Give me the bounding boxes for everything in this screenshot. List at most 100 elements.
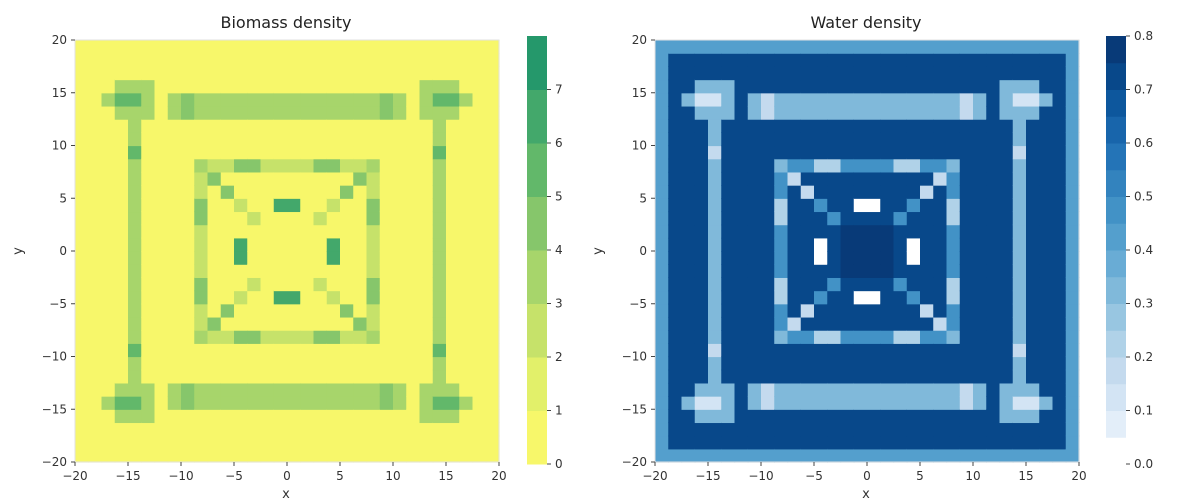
heatmap-cell: [880, 53, 895, 67]
heatmap-cell: [101, 422, 116, 437]
heatmap-cell: [1026, 119, 1040, 133]
heatmap-cell: [694, 303, 709, 318]
heatmap-cell: [406, 171, 421, 186]
heatmap-cell: [800, 356, 815, 371]
heatmap-cell: [154, 92, 169, 107]
heatmap-cell: [734, 251, 749, 265]
heatmap-cell: [840, 316, 855, 331]
heatmap-cell: [260, 330, 275, 344]
heatmap-cell: [959, 448, 974, 463]
heatmap-cell: [761, 448, 775, 463]
heatmap-cell: [88, 53, 103, 67]
heatmap-cell: [681, 277, 696, 292]
heatmap-cell: [721, 251, 736, 265]
heatmap-cell: [708, 251, 722, 265]
heatmap-cell: [353, 105, 368, 120]
heatmap-cell: [313, 224, 328, 239]
heatmap-cell: [406, 303, 421, 318]
heatmap-cell: [1026, 382, 1040, 397]
heatmap-cell: [933, 171, 948, 186]
heatmap-cell: [946, 211, 961, 226]
heatmap-cell: [379, 396, 394, 410]
heatmap-cell: [1026, 369, 1040, 384]
heatmap-cell: [1065, 40, 1080, 54]
heatmap-cell: [774, 132, 789, 147]
heatmap-cell: [867, 105, 881, 120]
heatmap-cell: [893, 382, 908, 397]
heatmap-cell: [273, 356, 288, 371]
heatmap-cell: [1039, 409, 1054, 424]
heatmap-cell: [1012, 211, 1027, 226]
heatmap-cell: [326, 277, 341, 292]
heatmap-cell: [708, 264, 722, 278]
heatmap-cell: [234, 343, 248, 358]
heatmap-cell: [853, 211, 868, 226]
heatmap-cell: [1039, 53, 1054, 67]
heatmap-cell: [101, 158, 116, 173]
heatmap-cell: [154, 356, 169, 371]
heatmap-cell: [446, 251, 460, 265]
heatmap-cell: [419, 79, 434, 94]
heatmap-cell: [681, 316, 696, 331]
heatmap-cell: [459, 330, 474, 344]
heatmap-cell: [141, 171, 156, 186]
heatmap-cell: [207, 448, 222, 463]
heatmap-cell: [893, 277, 908, 292]
heatmap-cell: [247, 185, 262, 199]
heatmap-cell: [101, 448, 116, 463]
heatmap-cell: [721, 145, 736, 160]
heatmap-cell: [379, 330, 394, 344]
heatmap-cell: [446, 224, 460, 239]
heatmap-cell: [1026, 330, 1040, 344]
heatmap-cell: [432, 237, 447, 252]
heatmap-cell: [959, 409, 974, 424]
heatmap-cell: [247, 369, 262, 384]
heatmap-cell: [747, 145, 762, 160]
heatmap-cell: [114, 211, 129, 226]
heatmap-cell: [668, 435, 683, 450]
colorbar-segment: [527, 250, 547, 304]
heatmap-cell: [181, 40, 195, 54]
heatmap-cell: [814, 132, 828, 147]
heatmap-cell: [472, 409, 487, 424]
y-tick-label: −15: [622, 402, 647, 416]
heatmap-cell: [973, 105, 987, 120]
heatmap-cell: [761, 119, 775, 133]
heatmap-cell: [999, 382, 1014, 397]
heatmap-cell: [893, 198, 908, 213]
heatmap-cell: [708, 53, 722, 67]
heatmap-cell: [340, 264, 354, 278]
heatmap-cell: [814, 185, 828, 199]
colorbar-segment: [527, 303, 547, 358]
heatmap-cell: [946, 356, 961, 371]
heatmap-cell: [946, 409, 961, 424]
heatmap-cell: [814, 211, 828, 226]
heatmap-cell: [1026, 396, 1040, 410]
heatmap-cell: [999, 171, 1014, 186]
colorbar-tick-label: 4: [555, 243, 563, 257]
heatmap-cell: [300, 356, 315, 371]
heatmap-cell: [906, 145, 921, 160]
heatmap-cell: [681, 119, 696, 133]
heatmap-cell: [787, 53, 802, 67]
heatmap-cell: [485, 198, 500, 213]
heatmap-cell: [999, 277, 1014, 292]
heatmap-cell: [340, 185, 354, 199]
heatmap-cell: [1052, 40, 1067, 54]
heatmap-cell: [1039, 132, 1054, 147]
heatmap-cell: [959, 277, 974, 292]
heatmap-cell: [959, 211, 974, 226]
heatmap-cell: [379, 435, 394, 450]
heatmap-cell: [708, 343, 722, 358]
heatmap-cell: [181, 171, 195, 186]
heatmap-cell: [1026, 422, 1040, 437]
heatmap-cell: [207, 145, 222, 160]
heatmap-cell: [761, 66, 775, 81]
heatmap-cell: [273, 119, 288, 133]
heatmap-cell: [1065, 53, 1080, 67]
heatmap-cell: [946, 448, 961, 463]
heatmap-cell: [893, 211, 908, 226]
heatmap-cell: [747, 171, 762, 186]
heatmap-cell: [933, 92, 948, 107]
heatmap-cell: [379, 382, 394, 397]
